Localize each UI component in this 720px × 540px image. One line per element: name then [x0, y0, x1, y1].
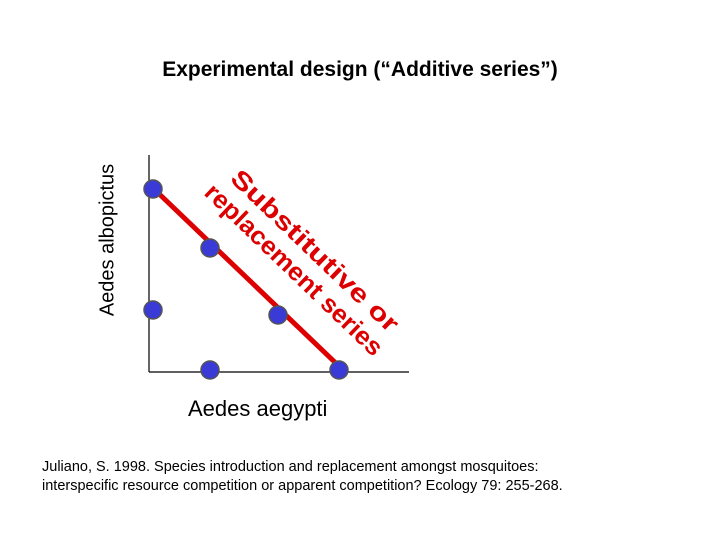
diagonal-label-line2-group: replacement series	[199, 178, 389, 362]
citation-line-2: interspecific resource competition or ap…	[42, 478, 563, 494]
diagonal-label-line1-group: Substitutive or	[225, 164, 405, 338]
citation-line-1: Juliano, S. 1998. Species introduction a…	[42, 459, 539, 475]
design-point	[143, 179, 163, 199]
citation: Juliano, S. 1998. Species introduction a…	[42, 458, 702, 496]
design-point	[329, 360, 349, 380]
design-point	[200, 238, 220, 258]
diagonal-label-line1: Substitutive or	[225, 164, 405, 338]
x-axis-label: Aedes aegypti	[188, 396, 328, 421]
diagonal-label-line2: replacement series	[199, 178, 389, 362]
replacement-series-line	[150, 185, 346, 373]
slide-title: Experimental design (“Additive series”)	[162, 58, 558, 81]
design-point	[143, 300, 163, 320]
design-point	[200, 360, 220, 380]
design-point	[268, 305, 288, 325]
